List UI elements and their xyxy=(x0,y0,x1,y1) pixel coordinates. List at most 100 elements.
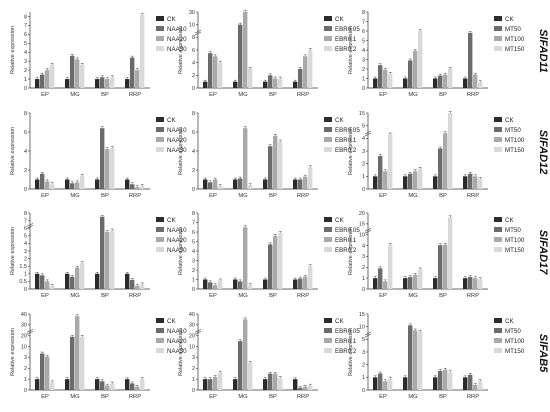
y-tick-label: 5 xyxy=(362,123,365,129)
bar-ep-2 xyxy=(383,171,388,189)
legend-swatch xyxy=(494,227,502,232)
y-axis-label: Relative expression xyxy=(348,127,354,175)
bar-bp-2 xyxy=(273,135,278,189)
y-tick-label: 10 xyxy=(21,344,27,350)
chart-panel-slfad11-0: Relative expression 0 1 2 3 4 5 6 7 8 EP MG BP RRP CK N… xyxy=(10,12,187,98)
legend-label: NAA20 xyxy=(167,36,187,43)
gene-label-slfad17: SlFAD17 xyxy=(537,230,549,276)
y-tick-label: 1 xyxy=(192,377,195,383)
bar-rrp-1 xyxy=(298,387,303,390)
bar-bp-2 xyxy=(443,369,448,390)
bar-mg-3 xyxy=(248,69,253,88)
y-tick-label: 1 xyxy=(24,77,27,83)
bar-ep-2 xyxy=(45,281,50,289)
y-axis-label: Relative expression xyxy=(348,26,354,74)
gene-label-slfab5: SlFAB5 xyxy=(537,334,549,373)
legend-label: MT100 xyxy=(505,338,525,345)
bar-bp-1 xyxy=(100,77,105,88)
bar-ep-1 xyxy=(40,173,45,189)
bar-mg-3 xyxy=(248,285,253,289)
x-tick-label: BP xyxy=(439,394,447,400)
bar-ep-1 xyxy=(378,268,383,289)
y-tick-label: 6 xyxy=(24,130,27,136)
x-tick-label: MG xyxy=(238,293,248,299)
bar-rrp-1 xyxy=(130,279,135,289)
y-tick-label: 0 xyxy=(24,287,27,293)
bar-mg-2 xyxy=(243,227,248,289)
y-tick-label: 2 xyxy=(192,73,195,79)
y-tick-label: 30 xyxy=(189,10,195,16)
bar-mg-2 xyxy=(413,171,418,189)
bar-rrp-0 xyxy=(463,377,468,390)
legend-swatch xyxy=(494,247,502,252)
bar-ep-2 xyxy=(383,381,388,390)
x-tick-label: RRP xyxy=(467,394,479,400)
legend-label: EBR0.05 xyxy=(335,227,360,234)
bar-mg-3 xyxy=(80,64,85,88)
bar-mg-1 xyxy=(70,183,75,189)
bar-bp-2 xyxy=(273,373,278,390)
legend-swatch xyxy=(156,117,164,122)
legend-swatch xyxy=(494,147,502,152)
y-tick-label: 2 xyxy=(362,67,365,73)
bar-rrp-0 xyxy=(293,279,298,289)
bar-rrp-0 xyxy=(293,81,298,88)
bar-mg-0 xyxy=(403,278,408,289)
chart-panel-slfad17-2: Relative expression 0 1 2 3 4 10 15 20 EP MG BP RRP C… xyxy=(348,211,525,299)
legend-label: MT150 xyxy=(505,46,525,53)
legend-swatch xyxy=(324,318,332,323)
y-axis-label: Relative expression xyxy=(178,227,184,275)
y-tick-label: 0 xyxy=(24,86,27,92)
bar-mg-1 xyxy=(70,336,75,390)
bar-bp-0 xyxy=(263,81,268,88)
y-tick-label: 8 xyxy=(24,211,27,217)
y-tick-label: 6 xyxy=(192,130,195,136)
axis-break-mark xyxy=(26,329,34,333)
chart-panel-slfad11-2: Relative expression 0 1 2 3 4 5 6 7 8 EP MG BP RRP CK M… xyxy=(348,10,525,98)
bar-rrp-0 xyxy=(463,278,468,289)
bar-bp-3 xyxy=(110,230,115,289)
y-tick-label: 2 xyxy=(192,168,195,174)
x-tick-label: BP xyxy=(439,193,447,199)
bar-mg-2 xyxy=(75,182,80,189)
axis-break-mark xyxy=(194,331,202,335)
bar-mg-1 xyxy=(238,281,243,289)
legend-swatch xyxy=(494,46,502,51)
y-tick-label: 4 xyxy=(24,149,27,155)
bar-bp-3 xyxy=(278,232,283,289)
chart-panel-slfab5-2: Relative expression 0 1 2 3 5 10 15 EP MG BP RRP CK M… xyxy=(348,312,525,400)
bar-mg-2 xyxy=(75,59,80,88)
bar-rrp-0 xyxy=(125,379,130,390)
legend-label: NAA30 xyxy=(167,348,187,355)
y-tick-label: 3 xyxy=(24,59,27,65)
bar-rrp-0 xyxy=(463,78,468,88)
x-tick-label: BP xyxy=(269,92,277,98)
bar-ep-3 xyxy=(218,280,223,289)
legend-label: NAA20 xyxy=(167,137,187,144)
legend-label: EBR0.2 xyxy=(335,247,357,254)
y-tick-label: 1 xyxy=(362,174,365,180)
y-tick-label: 6 xyxy=(24,32,27,38)
legend-swatch xyxy=(324,328,332,333)
x-tick-label: MG xyxy=(238,92,248,98)
bar-bp-2 xyxy=(105,232,110,289)
bar-ep-0 xyxy=(35,273,40,289)
x-tick-label: RRP xyxy=(467,92,479,98)
x-tick-label: MG xyxy=(70,394,80,400)
y-tick-label: 20 xyxy=(189,334,195,340)
y-tick-label: 4 xyxy=(362,243,365,249)
bar-mg-0 xyxy=(65,179,70,189)
y-tick-label: 0 xyxy=(362,287,365,293)
bar-bp-3 xyxy=(278,378,283,390)
chart-panel-slfad17-1: Relative expression 0 1 2 3 4 5 6 7 8 EP MG BP RRP CK E… xyxy=(178,211,360,299)
y-axis-label: Relative expression xyxy=(178,328,184,376)
x-tick-label: MG xyxy=(70,193,80,199)
bar-bp-1 xyxy=(268,373,273,390)
bar-ep-1 xyxy=(208,379,213,390)
y-axis-label: Relative expression xyxy=(10,227,16,275)
bar-bp-2 xyxy=(105,385,110,390)
bar-ep-0 xyxy=(373,278,378,289)
bar-rrp-2 xyxy=(303,276,308,289)
